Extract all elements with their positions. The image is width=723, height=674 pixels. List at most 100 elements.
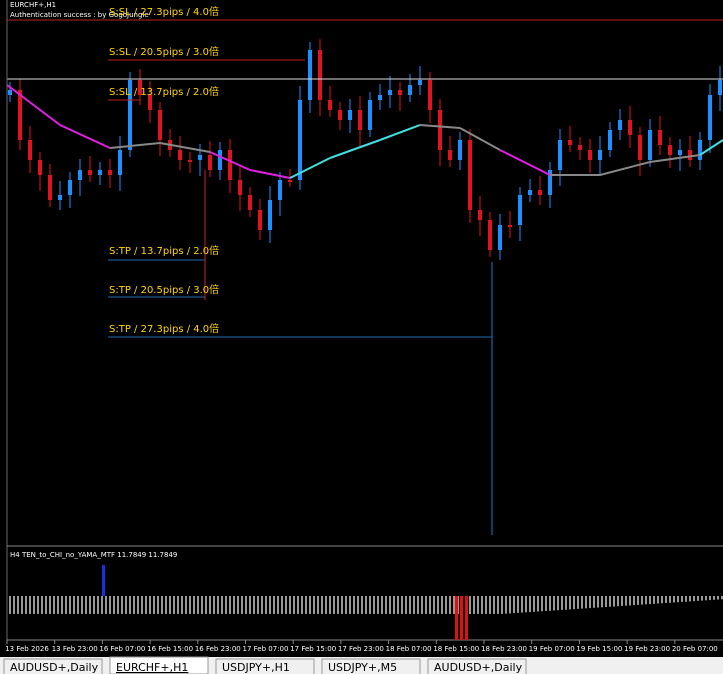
indicator-bar [357, 596, 359, 614]
auth-message: Authentication success : by GogoJungle [10, 11, 149, 19]
indicator-bar [317, 596, 319, 614]
time-label: 17 Feb 23:00 [338, 645, 384, 653]
candle-body [478, 210, 482, 220]
candle-body [518, 195, 522, 225]
candle-body [508, 225, 512, 227]
ma-segment [6, 84, 61, 126]
indicator-bar [97, 596, 99, 614]
tab[interactable] [427, 658, 527, 674]
indicator-bar [9, 596, 11, 614]
candle-body [698, 140, 702, 160]
candle-body [668, 145, 672, 155]
candle-body [468, 140, 472, 210]
indicator-bar [697, 596, 699, 601]
indicator-bar [133, 596, 135, 614]
indicator-bar [249, 596, 251, 614]
indicator-bar [589, 596, 591, 609]
candle-body [458, 140, 462, 160]
tabs: AUDUSD+,Daily EURCHF+,H1 USDJPY+,H1 USDJPY+… [3, 656, 527, 674]
indicator-bar [261, 596, 263, 614]
indicator-bar [721, 596, 723, 600]
indicator-bar [437, 596, 439, 614]
candle-body [318, 50, 322, 100]
indicator-bar [585, 596, 587, 609]
candle-body [248, 195, 252, 210]
candle-body [18, 90, 22, 140]
indicator-bar [161, 596, 163, 614]
indicator-bar [113, 596, 115, 614]
indicator-bar [253, 596, 255, 614]
tab-label[interactable]: AUDUSD+,Daily [10, 661, 99, 674]
tab-label[interactable]: USDJPY+,M5 [328, 661, 397, 674]
candle-body [588, 150, 592, 160]
tab[interactable] [321, 658, 421, 674]
indicator-bar [273, 596, 275, 614]
indicator-bar [405, 596, 407, 614]
indicator-bar [573, 596, 575, 610]
indicator-bar [265, 596, 267, 614]
time-label: 16 Feb 23:00 [195, 645, 241, 653]
tab-label[interactable]: USDJPY+,H1 [222, 661, 290, 674]
candle-body [148, 95, 152, 110]
indicator-bar [145, 596, 147, 614]
indicator-bar [53, 596, 55, 614]
candle-body [448, 150, 452, 160]
indicator-bar [173, 596, 175, 614]
indicator-bar [509, 596, 511, 614]
candle-body [618, 120, 622, 130]
indicator-bar [125, 596, 127, 614]
indicator-bar [601, 596, 603, 608]
indicator-bar [689, 596, 691, 602]
indicator-bar [597, 596, 599, 608]
time-label: 16 Feb 07:00 [99, 645, 145, 653]
candle-body [108, 170, 112, 175]
tab-active[interactable] [109, 656, 209, 674]
ma-segment [329, 139, 381, 159]
indicator-bar [77, 596, 79, 614]
tab[interactable] [3, 658, 103, 674]
candle-body [488, 220, 492, 250]
time-label: 18 Feb 15:00 [433, 645, 479, 653]
ma-segment [249, 169, 291, 179]
indicator-bar [165, 596, 167, 614]
candle-body [548, 170, 552, 195]
indicator-bar [285, 596, 287, 614]
indicator-bar [321, 596, 323, 614]
indicator-bar [613, 596, 615, 607]
indicator-bar [33, 596, 35, 614]
candles [6, 39, 723, 260]
indicator-bar [21, 596, 23, 614]
candle-body [188, 160, 192, 162]
time-label: 13 Feb 2026 [5, 645, 49, 653]
candle-body [138, 80, 142, 95]
indicator-bar [677, 596, 679, 603]
candle-body [288, 180, 292, 182]
candle-body [538, 190, 542, 195]
indicator-bar [41, 596, 43, 614]
indicator-bar [17, 596, 19, 614]
candle-body [498, 225, 502, 250]
candle-body [438, 110, 442, 150]
indicator-bar [681, 596, 683, 602]
indicator-bar [309, 596, 311, 614]
candle-body [358, 110, 362, 130]
indicator-bar [413, 596, 415, 614]
ma-segment [459, 127, 501, 151]
tab[interactable] [215, 658, 315, 674]
indicator-signal [465, 596, 468, 640]
indicator-bar [425, 596, 427, 614]
indicator-bar [89, 596, 91, 614]
indicator-bar [477, 596, 479, 614]
tab-label[interactable]: AUDUSD+,Daily [434, 661, 523, 674]
indicator-bar [449, 596, 451, 614]
indicator-bar [657, 596, 659, 604]
ma-segment [649, 154, 701, 163]
indicator-bar [349, 596, 351, 614]
time-label: 17 Feb 15:00 [290, 645, 336, 653]
candle-body [628, 120, 632, 135]
candle-body [198, 155, 202, 160]
tab-label[interactable]: EURCHF+,H1 [116, 661, 188, 674]
indicator-bar [365, 596, 367, 614]
indicator-bar [577, 596, 579, 609]
candle-body [348, 110, 352, 120]
